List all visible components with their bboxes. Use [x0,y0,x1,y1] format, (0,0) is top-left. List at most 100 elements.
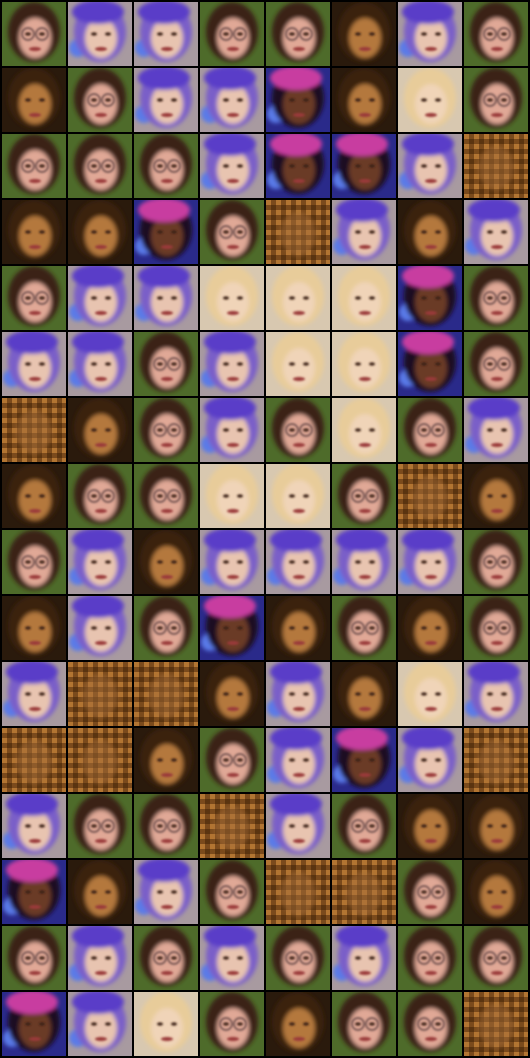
face [16,740,52,784]
blurred [399,332,456,392]
cap [72,266,124,288]
tile-content [332,926,396,990]
eye [105,164,111,168]
face [85,414,117,454]
eye [289,98,295,102]
tile-content [332,596,396,660]
eye [303,956,309,960]
tile-content [68,926,132,990]
blurred [338,398,390,458]
face [283,744,315,784]
features [421,560,441,579]
mouth [29,47,41,51]
eye [91,560,97,564]
blurred [465,200,522,260]
features [223,296,243,315]
cap [138,200,190,222]
eye [157,824,163,828]
tile-content [2,398,66,462]
eye [237,692,243,696]
features [153,489,181,513]
mouth [293,1037,305,1041]
features [157,1022,177,1041]
face [349,942,381,982]
eye [487,230,493,234]
face [217,414,249,454]
face-tile [134,332,198,396]
mouth [161,1037,173,1041]
tile-content [68,200,132,264]
glasses [87,819,101,833]
eye [157,494,163,498]
eye [223,296,229,300]
tile-content [398,134,462,198]
tile-content [464,2,528,66]
mouth [29,641,41,645]
face-tile [332,662,396,726]
mouth [359,1037,371,1041]
face-tile [2,134,66,198]
face-tile [134,134,198,198]
eye [223,1022,229,1026]
eye [501,560,507,564]
mouth [491,443,503,447]
eye [91,494,97,498]
blurred [201,332,258,392]
glasses [167,819,181,833]
blurred [272,596,324,656]
eye [171,956,177,960]
mouth [425,113,437,117]
face-tile [68,134,132,198]
glasses [167,159,181,173]
eye [435,824,441,828]
mouth [491,509,503,513]
eye [25,164,31,168]
blurred [338,266,390,326]
eye [25,890,31,894]
face [349,744,381,784]
face-tile [2,860,66,924]
mouth [425,245,437,249]
eye [487,560,493,564]
glasses [497,357,511,371]
features [483,951,511,975]
eye [421,824,427,828]
blurred [3,662,60,722]
eye [289,758,295,762]
face-tile [200,2,264,66]
eye [171,560,177,564]
blurred [201,68,258,128]
face-tile [398,530,462,594]
eye [171,362,177,366]
face [19,876,51,916]
face-tile [68,464,132,528]
mouth [29,707,41,711]
face [85,876,117,916]
eye [487,494,493,498]
tile-content [332,992,396,1056]
glasses [299,27,313,41]
eye [39,98,45,102]
eye [39,494,45,498]
eye [25,32,31,36]
eye [289,494,295,498]
eye [435,956,441,960]
face-tile [2,464,66,528]
face-tile [464,662,528,726]
face-tile [134,2,198,66]
eye [171,164,177,168]
glasses [233,885,247,899]
face-tile [2,992,66,1056]
mouth [293,311,305,315]
face-tile [200,926,264,990]
face [283,348,315,388]
eye [369,362,375,366]
eye [435,560,441,564]
features [355,164,375,183]
glasses [101,93,115,107]
tile-content [134,728,198,792]
features [289,98,309,117]
tile-content [266,860,330,924]
face-tile [266,530,330,594]
glasses [417,951,431,965]
